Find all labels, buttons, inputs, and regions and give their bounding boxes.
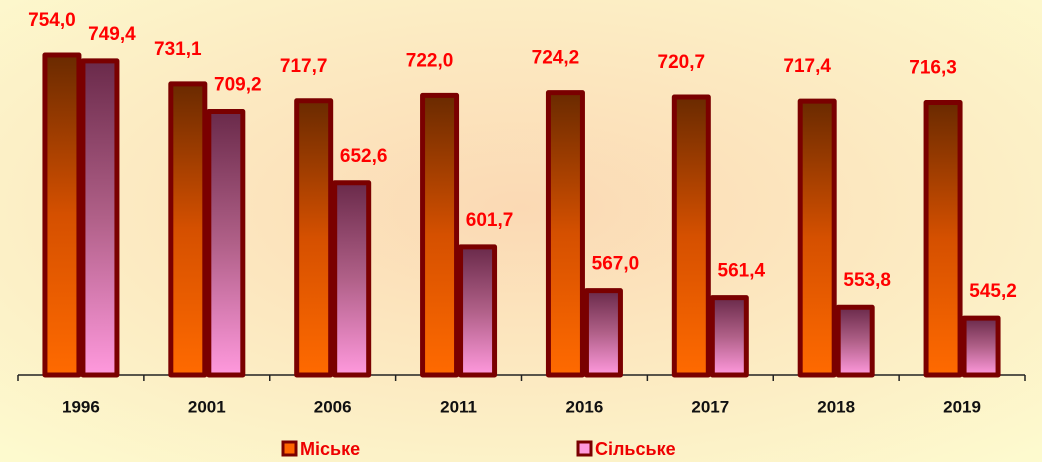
value-label: 652,6 bbox=[340, 146, 388, 167]
x-tick-label: 2011 bbox=[440, 397, 477, 416]
x-tick-label: 2018 bbox=[817, 397, 855, 416]
value-label: 716,3 bbox=[909, 58, 957, 79]
value-label: 722,0 bbox=[406, 50, 454, 71]
bar bbox=[583, 288, 623, 378]
bar bbox=[206, 108, 246, 378]
x-tick-label: 2019 bbox=[943, 397, 981, 416]
bar bbox=[80, 58, 120, 378]
bar bbox=[671, 94, 711, 378]
legend-swatch bbox=[281, 440, 298, 457]
legend-swatch bbox=[576, 440, 593, 457]
value-label: 709,2 bbox=[214, 75, 262, 96]
value-label: 749,4 bbox=[88, 24, 136, 45]
value-label: 545,2 bbox=[969, 281, 1017, 302]
x-tick-label: 2001 bbox=[188, 397, 226, 416]
bar bbox=[835, 304, 875, 378]
legend-label: Міське bbox=[300, 439, 360, 459]
value-label: 754,0 bbox=[28, 10, 76, 31]
bar bbox=[923, 100, 963, 378]
value-label: 724,2 bbox=[532, 48, 580, 69]
value-label: 553,8 bbox=[843, 270, 891, 291]
bar bbox=[332, 180, 372, 378]
value-label: 567,0 bbox=[592, 254, 640, 275]
legend-label: Сільське bbox=[595, 439, 676, 459]
value-label: 561,4 bbox=[718, 261, 766, 282]
value-label: 731,1 bbox=[154, 39, 202, 60]
x-tick-label: 1996 bbox=[62, 397, 100, 416]
bar bbox=[709, 295, 749, 378]
x-tick-label: 2016 bbox=[566, 397, 604, 416]
value-label: 601,7 bbox=[466, 210, 514, 231]
value-label: 717,4 bbox=[783, 56, 831, 77]
bar bbox=[420, 92, 460, 378]
bar bbox=[294, 98, 334, 378]
x-tick-label: 2006 bbox=[314, 397, 352, 416]
bar bbox=[42, 52, 82, 378]
bar bbox=[545, 90, 585, 378]
x-tick-label: 2017 bbox=[691, 397, 729, 416]
value-label: 720,7 bbox=[658, 52, 706, 73]
bar bbox=[458, 244, 498, 378]
value-label: 717,7 bbox=[280, 56, 328, 77]
bar bbox=[168, 81, 208, 378]
bar bbox=[797, 98, 837, 378]
bar bbox=[961, 315, 1001, 378]
